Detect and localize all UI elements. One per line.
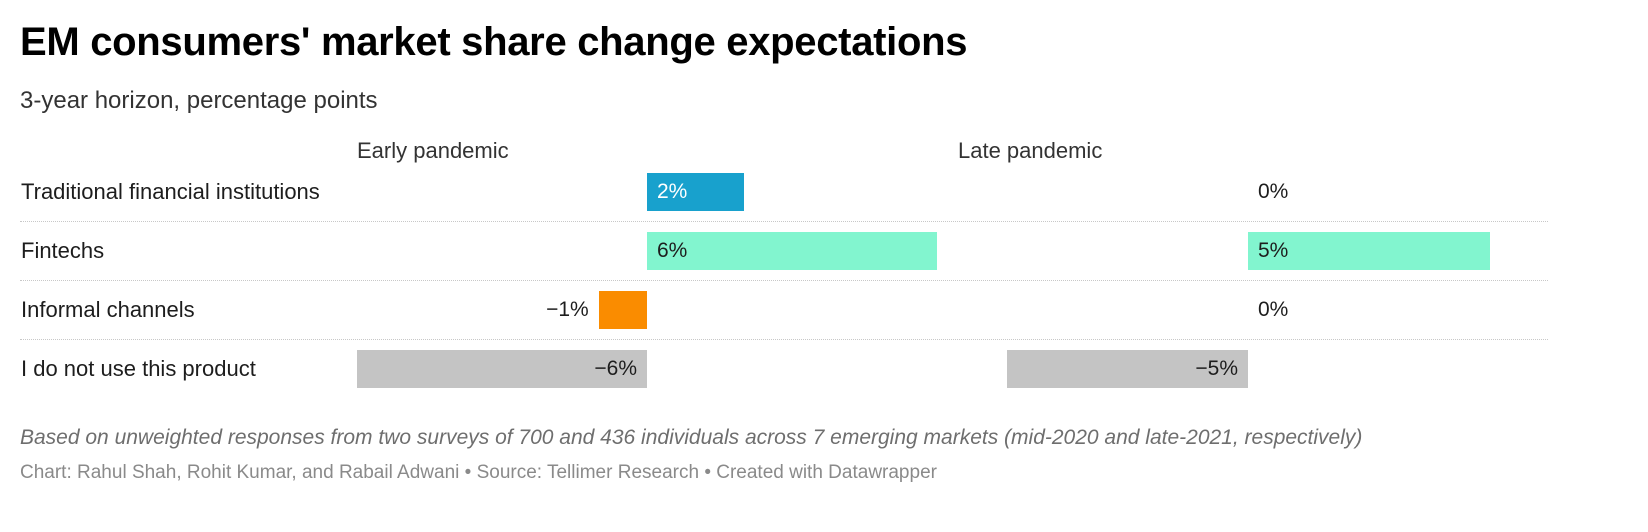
value-label: −1% (546, 298, 589, 321)
panel-title-0: Early pandemic (357, 138, 509, 163)
chart-notes: Based on unweighted responses from two s… (20, 426, 1363, 449)
row-label: Fintechs (21, 238, 105, 263)
chart-subtitle: 3-year horizon, percentage points (20, 87, 378, 114)
bar (1006, 350, 1248, 388)
value-label: −6% (594, 357, 637, 380)
value-label: 0% (1258, 298, 1289, 321)
value-label: 0% (1258, 180, 1289, 203)
panel-title-1: Late pandemic (958, 138, 1103, 163)
bar (647, 173, 744, 211)
chart-title: EM consumers' market share change expect… (20, 20, 968, 64)
row-divider (20, 280, 1548, 281)
row-divider (20, 339, 1548, 340)
bar (647, 232, 937, 270)
value-label: −5% (1195, 357, 1238, 380)
value-label: 5% (1258, 239, 1289, 262)
value-label: 6% (657, 239, 688, 262)
row-divider (20, 221, 1548, 222)
row-label: Informal channels (21, 297, 195, 322)
row-label: I do not use this product (21, 356, 256, 381)
bar (357, 350, 647, 388)
bar (1248, 232, 1490, 270)
bar (598, 291, 647, 329)
chart-credit: Chart: Rahul Shah, Rohit Kumar, and Raba… (20, 462, 937, 483)
row-label: Traditional financial institutions (21, 179, 320, 204)
value-label: 2% (657, 180, 688, 203)
